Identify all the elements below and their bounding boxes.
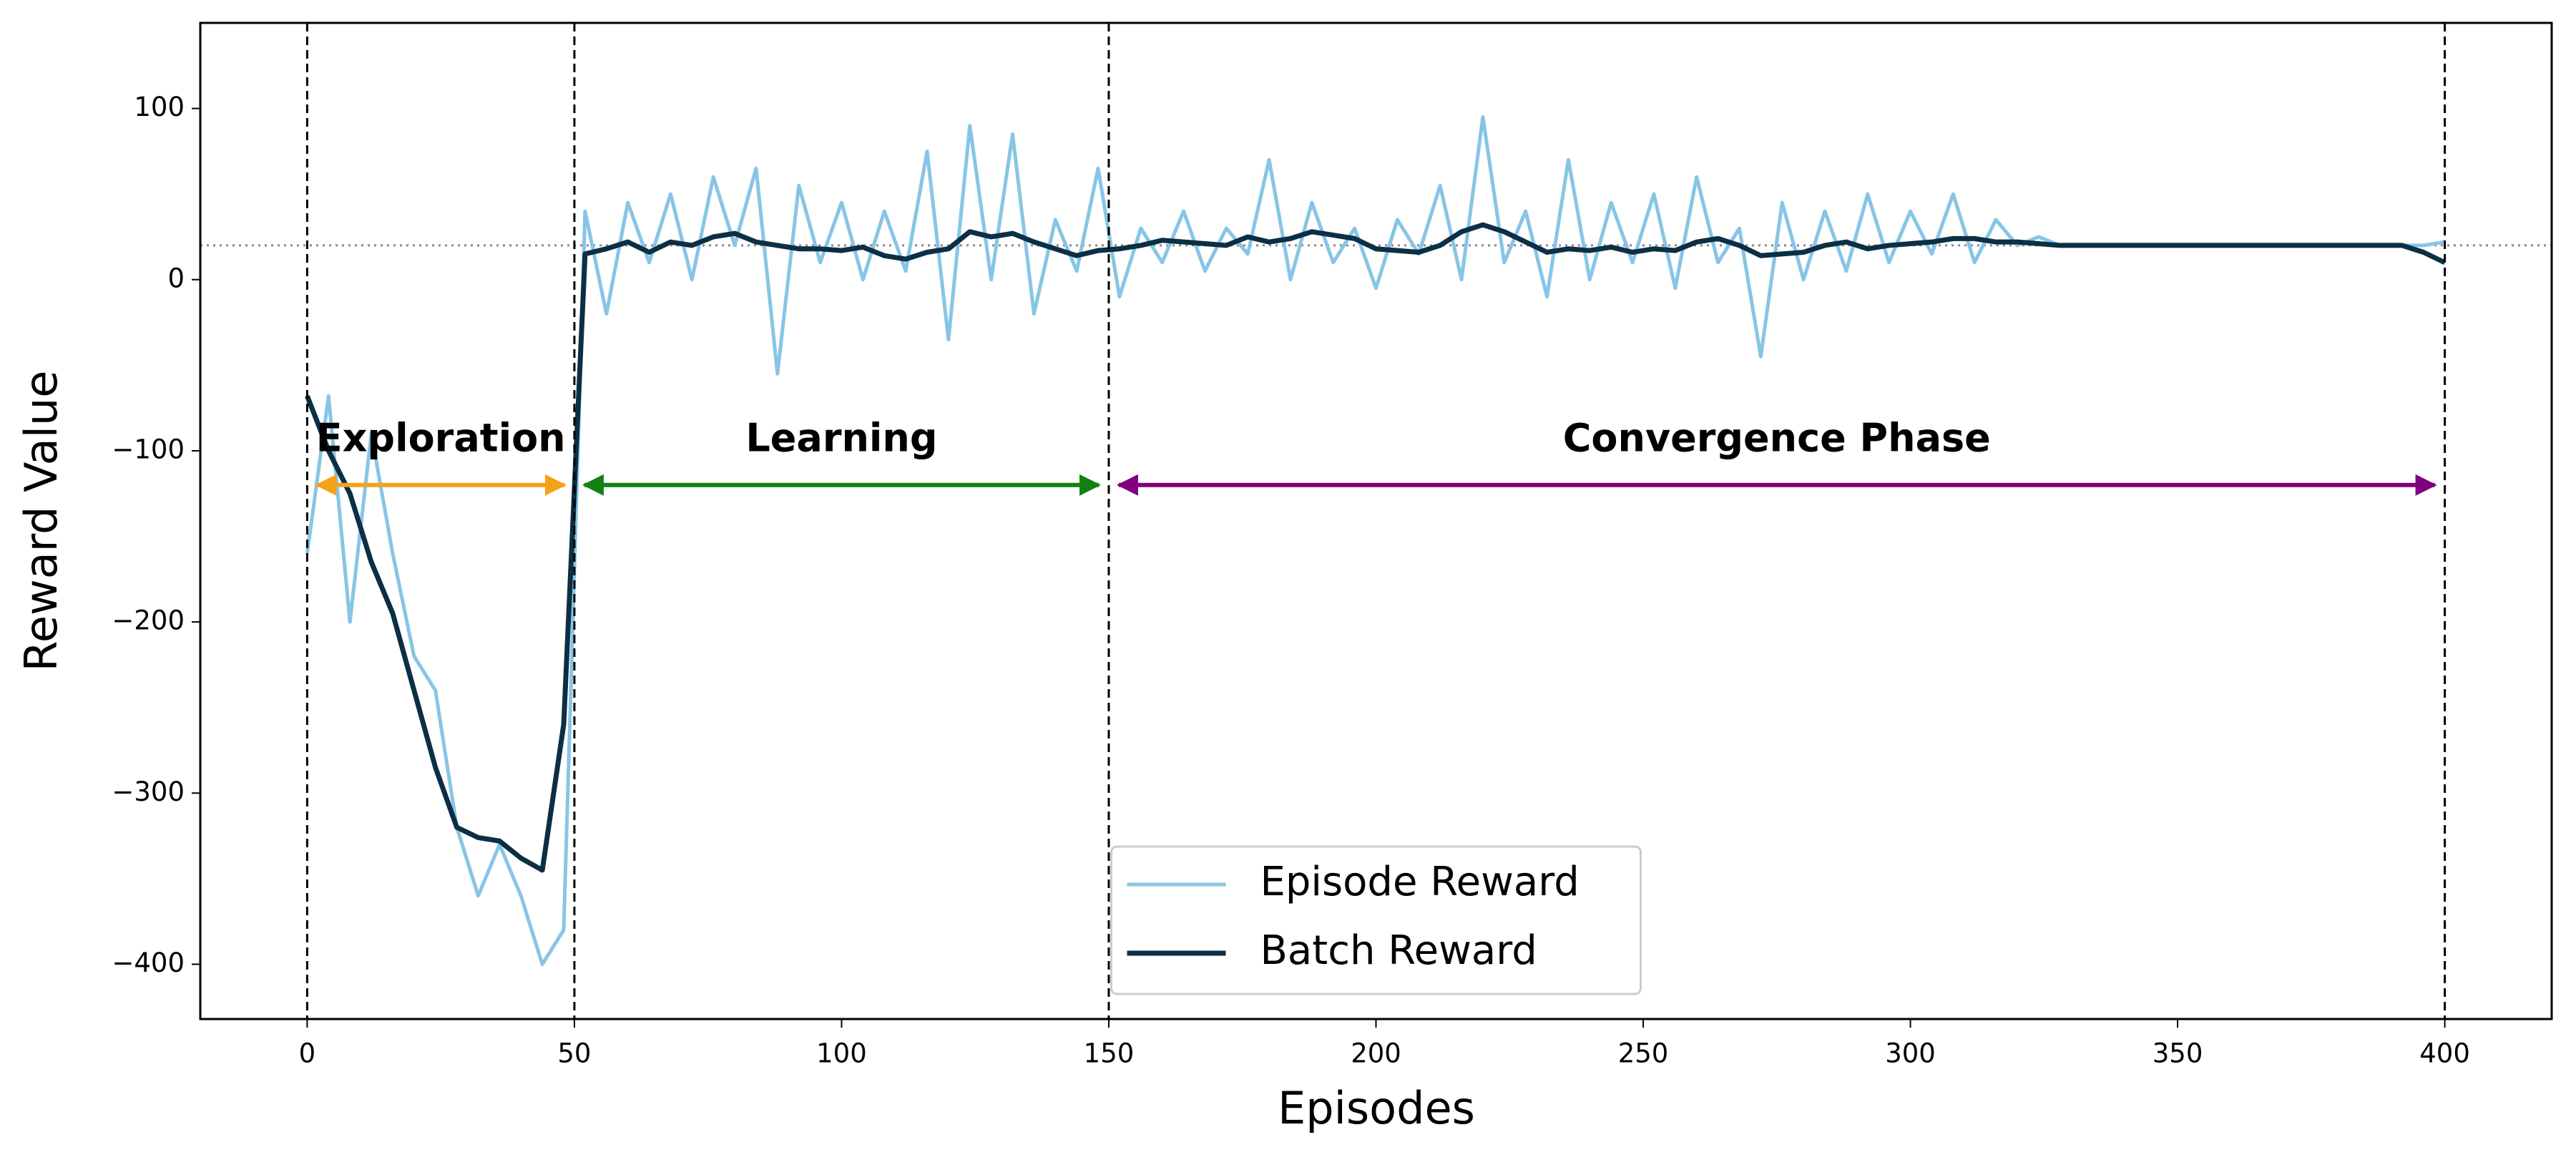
- y-tick-label: −400: [112, 947, 185, 978]
- phase-label: Exploration: [316, 415, 566, 460]
- y-axis-label: Reward Value: [15, 371, 67, 672]
- y-tick-label: 0: [167, 263, 185, 293]
- phase-label: Convergence Phase: [1563, 415, 1991, 460]
- x-tick-label: 50: [557, 1038, 591, 1069]
- x-tick-label: 200: [1351, 1038, 1401, 1069]
- x-tick-label: 0: [299, 1038, 316, 1069]
- y-tick-label: −300: [112, 776, 185, 807]
- legend-box: [1110, 845, 1642, 995]
- x-tick-label: 100: [816, 1038, 867, 1069]
- x-tick-label: 400: [2419, 1038, 2470, 1069]
- x-tick-label: 250: [1618, 1038, 1669, 1069]
- y-tick-label: −200: [112, 605, 185, 636]
- y-tick-label: 100: [134, 92, 185, 122]
- y-tick-label: −100: [112, 434, 185, 464]
- x-tick-label: 300: [1885, 1038, 1936, 1069]
- phase-label: Learning: [745, 415, 937, 460]
- x-axis-label: Episodes: [1278, 1082, 1475, 1134]
- legend-label: Episode Reward: [1260, 859, 1580, 905]
- legend-label: Batch Reward: [1260, 927, 1537, 974]
- x-tick-label: 150: [1084, 1038, 1135, 1069]
- series-line: [305, 222, 2447, 873]
- plot-frame: [199, 21, 2553, 1020]
- x-tick-label: 350: [2153, 1038, 2203, 1069]
